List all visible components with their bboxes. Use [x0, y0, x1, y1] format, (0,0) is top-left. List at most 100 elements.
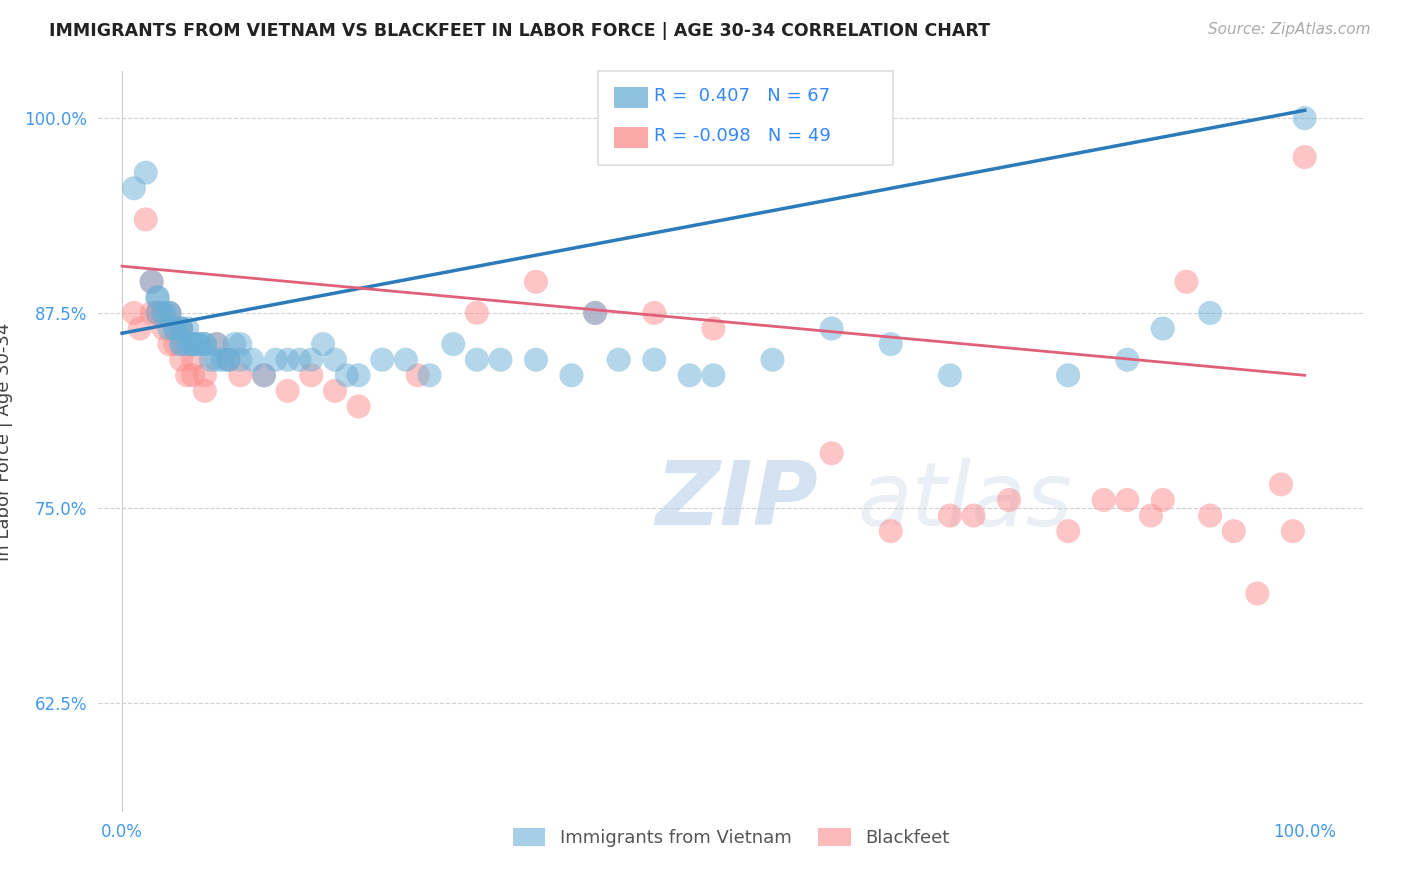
Point: [336, 368, 359, 383]
Point: [152, 306, 174, 320]
Point: [312, 337, 335, 351]
Point: [679, 368, 702, 383]
Point: [277, 352, 299, 367]
Point: [347, 368, 370, 383]
Point: [157, 321, 180, 335]
Point: [157, 306, 180, 320]
Point: [152, 306, 174, 320]
Point: [187, 337, 209, 351]
Point: [170, 321, 193, 335]
Point: [146, 290, 169, 304]
Point: [135, 166, 157, 180]
Point: [1246, 586, 1268, 600]
Point: [146, 290, 169, 304]
Point: [205, 352, 228, 367]
Point: [1199, 306, 1222, 320]
Point: [702, 321, 724, 335]
Point: [1294, 111, 1316, 125]
Point: [465, 306, 488, 320]
Point: [1057, 524, 1080, 538]
Point: [253, 368, 276, 383]
Point: [560, 368, 582, 383]
Point: [200, 352, 222, 367]
Point: [128, 321, 150, 335]
Point: [1057, 368, 1080, 383]
Text: ZIP: ZIP: [655, 458, 818, 544]
Point: [122, 181, 145, 195]
Point: [211, 352, 233, 367]
Point: [187, 337, 209, 351]
Point: [880, 524, 903, 538]
Point: [122, 306, 145, 320]
Point: [157, 306, 180, 320]
Point: [939, 508, 962, 523]
Point: [170, 321, 193, 335]
Point: [135, 212, 157, 227]
Point: [1222, 524, 1244, 538]
Point: [240, 352, 263, 367]
Text: atlas: atlas: [858, 458, 1073, 544]
Point: [146, 306, 169, 320]
Point: [229, 352, 252, 367]
Point: [181, 352, 204, 367]
Point: [141, 275, 163, 289]
Point: [1270, 477, 1292, 491]
Point: [218, 352, 240, 367]
Point: [299, 368, 322, 383]
Point: [170, 352, 193, 367]
Point: [146, 306, 169, 320]
Point: [371, 352, 394, 367]
Y-axis label: In Labor Force | Age 30-34: In Labor Force | Age 30-34: [0, 322, 13, 561]
Point: [176, 337, 198, 351]
Point: [218, 352, 240, 367]
Point: [141, 306, 163, 320]
Point: [152, 321, 174, 335]
Point: [170, 337, 193, 351]
Point: [702, 368, 724, 383]
Point: [176, 368, 198, 383]
Legend: Immigrants from Vietnam, Blackfeet: Immigrants from Vietnam, Blackfeet: [505, 821, 957, 855]
Point: [1175, 275, 1198, 289]
Point: [323, 384, 346, 398]
Point: [1092, 493, 1115, 508]
Point: [820, 446, 842, 460]
Point: [229, 337, 252, 351]
Point: [524, 275, 547, 289]
Point: [524, 352, 547, 367]
Point: [962, 508, 984, 523]
Text: Source: ZipAtlas.com: Source: ZipAtlas.com: [1208, 22, 1371, 37]
Point: [419, 368, 441, 383]
Point: [181, 337, 204, 351]
Point: [205, 337, 228, 351]
Point: [264, 352, 287, 367]
Point: [1294, 150, 1316, 164]
Point: [406, 368, 429, 383]
Point: [1116, 493, 1139, 508]
Point: [583, 306, 606, 320]
Point: [218, 352, 240, 367]
Point: [253, 368, 276, 383]
Point: [165, 321, 187, 335]
Point: [194, 368, 217, 383]
Point: [299, 352, 322, 367]
Point: [1116, 352, 1139, 367]
Point: [205, 337, 228, 351]
Point: [170, 321, 193, 335]
Point: [607, 352, 630, 367]
Point: [229, 368, 252, 383]
Point: [224, 337, 246, 351]
Point: [1152, 321, 1174, 335]
Point: [441, 337, 464, 351]
Text: R =  0.407   N = 67: R = 0.407 N = 67: [654, 87, 830, 105]
Point: [1140, 508, 1163, 523]
Point: [395, 352, 418, 367]
Point: [181, 337, 204, 351]
Point: [157, 337, 180, 351]
Point: [583, 306, 606, 320]
Point: [820, 321, 842, 335]
Point: [170, 337, 193, 351]
Text: IMMIGRANTS FROM VIETNAM VS BLACKFEET IN LABOR FORCE | AGE 30-34 CORRELATION CHAR: IMMIGRANTS FROM VIETNAM VS BLACKFEET IN …: [49, 22, 990, 40]
Point: [489, 352, 512, 367]
Point: [288, 352, 311, 367]
Point: [1199, 508, 1222, 523]
